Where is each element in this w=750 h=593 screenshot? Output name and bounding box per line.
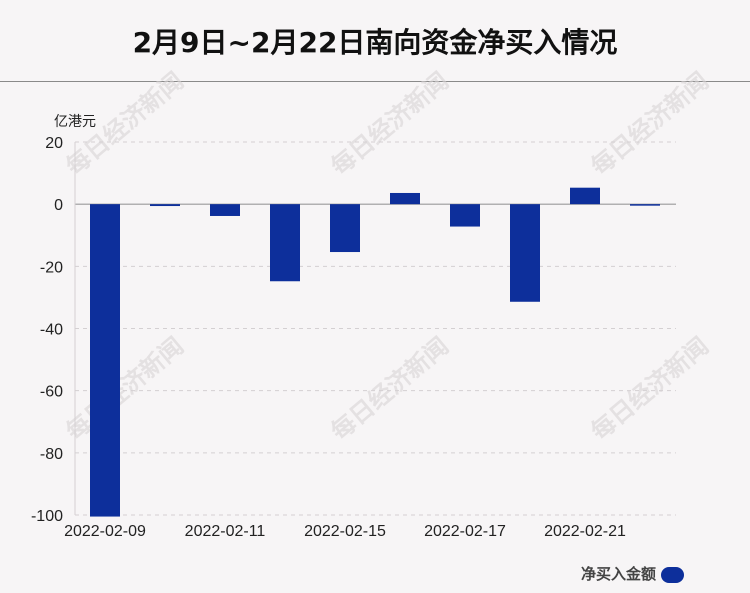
x-tick-label: 2022-02-11	[185, 523, 266, 540]
bar-2022-02-15	[330, 204, 360, 253]
y-tick-label: -40	[40, 322, 63, 339]
watermark-text: 每日经济新闻	[326, 67, 454, 181]
legend-label: 净买入金额	[581, 565, 656, 583]
watermark-text: 每日经济新闻	[326, 332, 454, 446]
bar-2022-02-16	[390, 192, 420, 205]
x-axis: 2022-02-09 2022-02-11 2022-02-15 2022-02-17…	[64, 523, 626, 540]
watermark-text: 每日经济新闻	[61, 332, 189, 446]
x-tick-label: 2022-02-15	[304, 523, 386, 540]
bar-2022-02-14	[270, 204, 300, 282]
watermark-text: 每日经济新闻	[586, 67, 714, 181]
x-tick-label: 2022-02-09	[64, 523, 146, 540]
bar-2022-02-17	[450, 204, 480, 227]
bar-2022-02-09	[90, 204, 120, 517]
legend-swatch	[661, 567, 684, 583]
y-tick-label: 0	[54, 197, 63, 214]
bar-2022-02-11	[210, 204, 240, 216]
legend: 净买入金额	[581, 565, 684, 583]
bar-2022-02-18	[510, 204, 540, 302]
bar-2022-02-21	[570, 187, 600, 205]
y-axis: 20 0 -20 -40 -60 -80 -100	[31, 135, 76, 525]
watermark-text: 每日经济新闻	[586, 332, 714, 446]
bar-2022-02-22	[630, 204, 660, 206]
y-tick-label: -80	[40, 446, 63, 463]
bars	[90, 187, 660, 517]
y-tick-label: -20	[40, 259, 63, 276]
y-tick-label: -60	[40, 384, 63, 401]
x-tick-label: 2022-02-21	[544, 523, 626, 540]
chart-title: 2月9日~2月22日南向资金净买入情况	[0, 0, 750, 82]
bar-2022-02-10	[150, 204, 180, 207]
y-axis-unit-label: 亿港元	[54, 114, 96, 130]
y-tick-label: 20	[45, 135, 63, 152]
y-tick-label: -100	[31, 508, 63, 525]
x-tick-label: 2022-02-17	[424, 523, 506, 540]
